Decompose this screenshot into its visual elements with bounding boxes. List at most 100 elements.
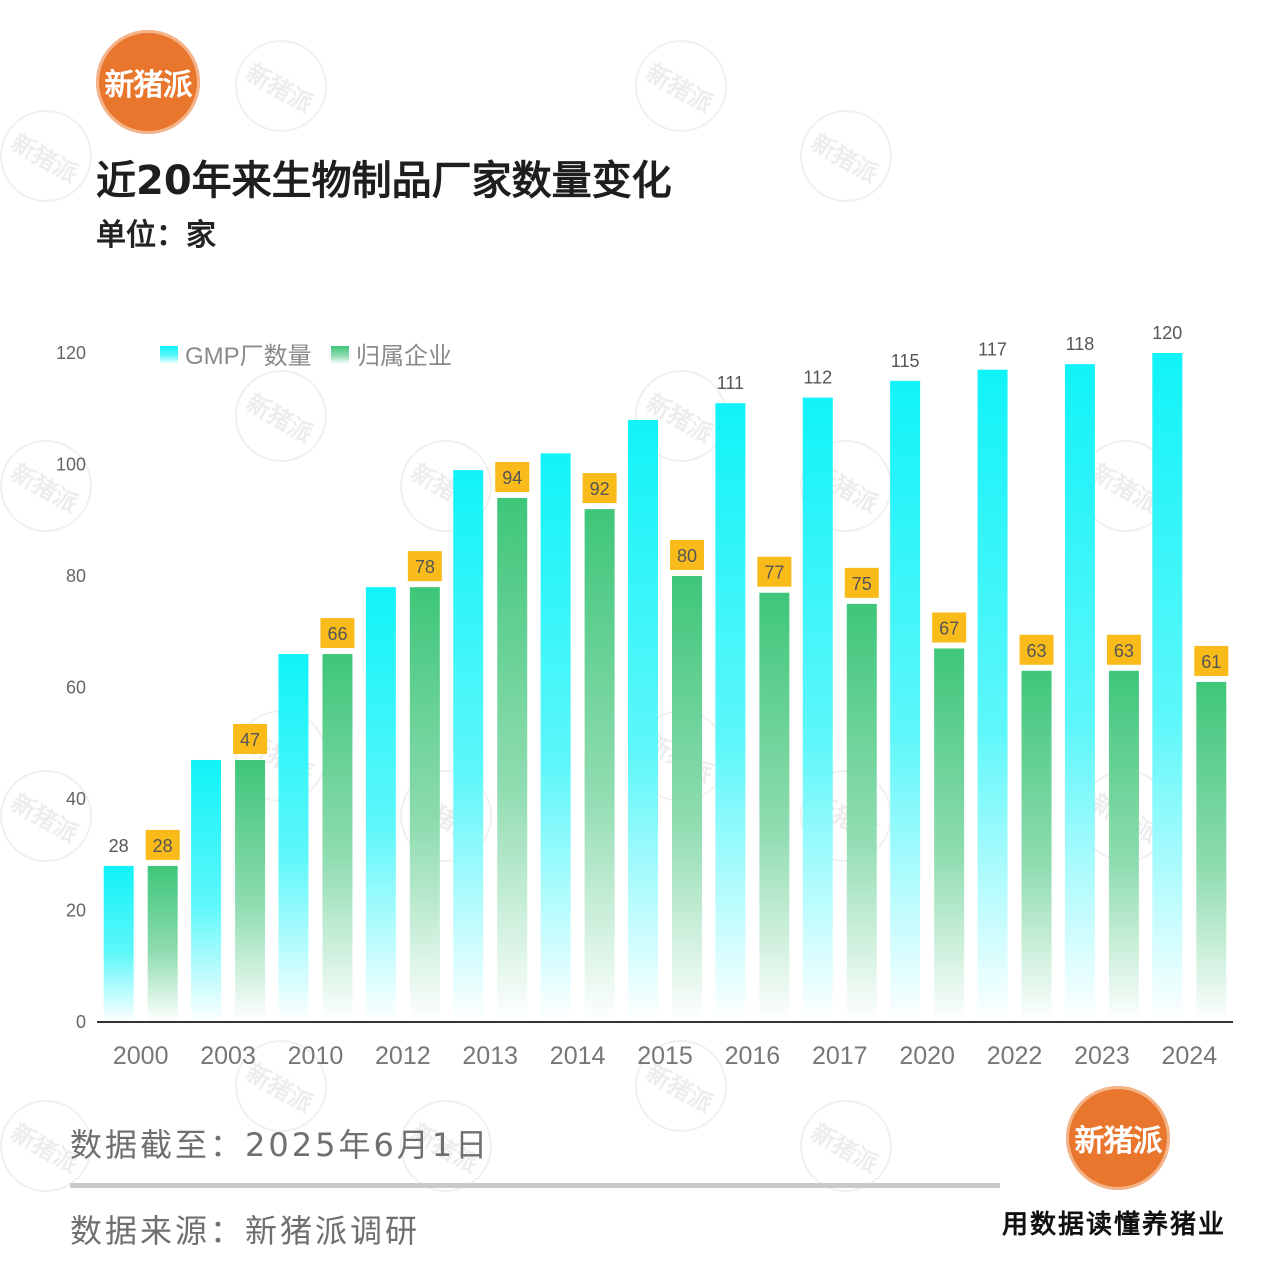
data-label-bg-parent [1194,645,1229,676]
x-tick-label: 2014 [550,1042,606,1070]
bar-parent [584,509,615,1023]
data-label-bg-parent [233,723,268,754]
data-label-bg-parent [145,829,180,860]
y-tick-label: 100 [56,455,86,475]
bar-gmp [453,470,484,1022]
data-label-bg-parent [407,551,442,582]
watermark: 新猪派 [0,93,109,219]
data-label-bg-parent [757,556,792,587]
bar-parent [1021,670,1052,1022]
data-label-gmp: 117 [978,340,1007,360]
data-label-parent: 47 [240,730,260,750]
legend-swatch-gmp [160,346,178,364]
data-label-parent: 67 [939,618,959,638]
data-label-parent: 80 [677,546,697,566]
watermark: 新猪派 [618,23,744,149]
y-tick-label: 20 [66,901,86,921]
bar-parent [497,497,528,1022]
bar-gmp [191,759,222,1022]
chart-title: 近20年来生物制品厂家数量变化 [96,158,672,204]
data-label-bg-parent [844,567,879,598]
data-label-gmp: 111 [717,373,744,393]
data-label-gmp: 118 [1066,334,1095,354]
data-label-bg-parent [1019,634,1054,665]
bars: 28 28 47 66 78 94 92 80 111 77 112 75 115 67 117 63 118 6… [103,323,1229,1023]
x-tick-label: 2015 [637,1042,693,1070]
bar-parent [409,587,440,1022]
data-label-parent: 66 [327,624,347,644]
x-tick-label: 2012 [375,1042,431,1070]
bar-parent [759,592,790,1022]
x-tick-label: 2003 [200,1042,256,1070]
watermark: 新猪派 [783,1083,909,1209]
data-label-parent: 61 [1201,652,1221,672]
bar-chart: 0 20 40 60 80 100 120 28 28 47 66 78 94 92 80 111 77 112… [56,323,1233,1070]
data-label-parent: 92 [590,479,610,499]
unit-label: 单位：家 [96,218,216,253]
data-label-bg-parent [1106,634,1141,665]
bar-gmp [890,380,921,1022]
x-tick-label: 2016 [725,1042,781,1070]
legend: GMP厂数量 归属企业 [160,343,452,370]
bar-gmp [977,369,1008,1023]
brand-logo-bottom: 新猪派 [1066,1086,1170,1190]
bar-gmp [1064,364,1095,1022]
data-label-bg-parent [932,612,967,643]
bar-parent [672,576,702,1022]
x-tick-label: 2013 [462,1042,518,1070]
y-tick-label: 120 [56,343,86,363]
bar-gmp [365,587,396,1022]
bar-parent [235,759,266,1022]
data-label-parent: 78 [415,557,435,577]
x-tick-label: 2020 [899,1042,955,1070]
x-tick-label: 2010 [288,1042,344,1070]
data-cutoff: 数据截至：2025年6月1日 [70,1126,491,1164]
data-label-parent: 75 [852,574,872,594]
bar-gmp [278,654,309,1022]
bar-gmp [1152,353,1183,1022]
data-label-gmp: 120 [1152,323,1182,343]
bar-parent [846,603,877,1022]
data-label-gmp: 28 [109,836,129,856]
x-tick-label: 2024 [1161,1042,1217,1070]
x-tick-label: 2017 [812,1042,868,1070]
x-axis: 2000 2003 2010 2012 2013 2014 2015 2016 2017 2020… [97,1021,1233,1070]
data-label-parent: 63 [1114,641,1134,661]
data-label-bg-parent [320,618,355,649]
legend-label-gmp: GMP厂数量 [185,343,312,370]
bar-parent [322,654,353,1022]
y-tick-label: 80 [66,566,86,586]
legend-label-parent: 归属企业 [356,343,452,370]
data-label-parent: 77 [764,563,784,583]
bar-parent [934,648,965,1022]
brand-logo: 新猪派 [96,30,200,134]
data-source: 数据来源：新猪派调研 [70,1212,421,1250]
bar-gmp [715,403,746,1022]
bar-parent [147,865,178,1022]
data-label-bg-parent [670,540,704,570]
x-tick-label: 2022 [987,1042,1043,1070]
bar-parent [1108,670,1139,1022]
bar-gmp [802,397,833,1023]
watermark: 新猪派 [218,23,344,149]
bar-gmp [628,419,658,1022]
x-tick-label: 2023 [1074,1042,1130,1070]
bar-parent [1196,681,1227,1022]
y-tick-label: 40 [66,789,86,809]
y-axis: 0 20 40 60 80 100 120 [56,343,86,1032]
data-label-parent: 63 [1027,641,1047,661]
data-label-gmp: 112 [803,368,832,388]
data-label-parent: 94 [502,468,522,488]
bar-gmp [540,453,571,1023]
slogan: 用数据读懂养猪业 [1002,1210,1227,1240]
footer-divider [70,1183,1000,1188]
data-label-bg-parent [582,473,617,504]
y-tick-label: 0 [76,1012,86,1032]
bar-gmp [103,865,134,1022]
legend-swatch-parent [331,346,349,364]
y-tick-label: 60 [66,678,86,698]
watermark: 新猪派 [783,93,909,219]
x-tick-label: 2000 [113,1042,169,1070]
data-label-bg-parent [495,461,530,492]
data-label-parent: 28 [153,836,173,856]
